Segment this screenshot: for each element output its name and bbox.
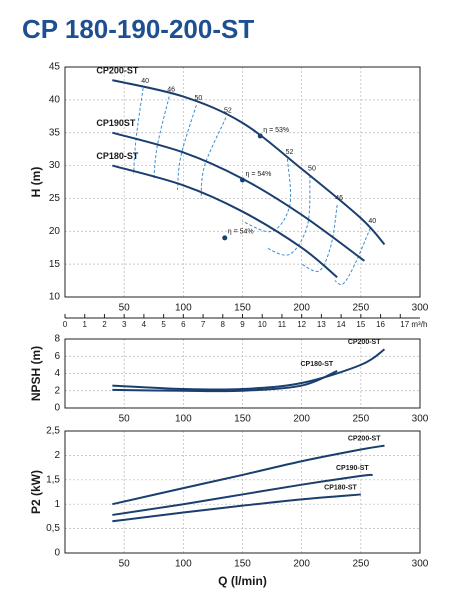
x-tick-label: 300: [412, 559, 429, 570]
x-tick-label: 200: [293, 414, 310, 425]
x2-tick-label: 8: [221, 320, 226, 329]
y-axis-label: P2 (kW): [29, 470, 43, 514]
series-label: CP200-ST: [348, 339, 381, 346]
x2-tick-label: 5: [161, 320, 166, 329]
x2-tick-label: 4: [142, 320, 147, 329]
y-tick-label: 2: [54, 450, 60, 461]
y-axis-label: H (m): [29, 167, 43, 198]
contour-label: 46: [167, 86, 175, 93]
y-tick-label: 0: [54, 548, 60, 559]
plot-frame: [64, 430, 421, 554]
efficiency-point: [222, 235, 228, 241]
contour-label: 52: [224, 107, 232, 114]
y-tick-label: 40: [49, 94, 61, 105]
series-label: CP180-ST: [300, 361, 333, 368]
curve: [112, 164, 338, 279]
y-tick-label: 0,5: [46, 523, 60, 534]
x-tick-label: 250: [352, 414, 369, 425]
series-label: CP180-ST: [324, 484, 357, 491]
y-tick-label: 8: [54, 334, 60, 345]
y-tick-label: 1,5: [46, 474, 60, 485]
contour-label: 50: [194, 95, 202, 102]
contour-label: 40: [141, 78, 149, 85]
x2-tick-label: 6: [181, 320, 186, 329]
y-tick-label: 35: [49, 127, 61, 138]
curve: [112, 348, 386, 391]
x2-tick-label: 16: [376, 320, 385, 329]
y-tick-label: 45: [49, 62, 61, 73]
x-tick-label: 100: [175, 559, 192, 570]
series-label: CP180-ST: [96, 151, 139, 161]
y-tick-label: 1: [54, 499, 60, 510]
curve: [112, 493, 361, 523]
x-tick-label: 300: [412, 303, 429, 314]
curve: [112, 369, 338, 393]
plot-frame: [64, 338, 421, 409]
curve: [112, 473, 373, 516]
y-tick-label: 6: [54, 351, 60, 362]
series-label: CP190-ST: [336, 465, 369, 472]
x2-tick-label: 2: [102, 320, 107, 329]
contour-label: 50: [308, 165, 316, 172]
series-label: CP190ST: [96, 118, 136, 128]
y-tick-label: 30: [49, 160, 61, 171]
x-tick-label: 50: [119, 414, 131, 425]
y-tick-label: 2,5: [46, 426, 60, 437]
series-label: CP200-ST: [348, 435, 381, 442]
x-tick-label: 200: [293, 559, 310, 570]
x2-tick-label: 3: [122, 320, 127, 329]
efficiency-label: η = 53%: [263, 127, 289, 134]
x2-tick-label: 14: [337, 320, 346, 329]
efficiency-label: η = 54%: [246, 171, 272, 178]
y-tick-label: 20: [49, 226, 61, 237]
x2-tick-label: 10: [258, 320, 267, 329]
x-tick-label: 100: [175, 414, 192, 425]
x2-tick-label: 15: [356, 320, 365, 329]
curve: [112, 444, 385, 506]
x-tick-label: 50: [119, 303, 131, 314]
y-tick-label: 2: [54, 385, 60, 396]
x-tick-label: 200: [293, 303, 310, 314]
efficiency-point: [240, 177, 245, 183]
contour-label: 52: [286, 149, 294, 156]
x2-tick-label: 7: [201, 320, 206, 329]
efficiency-contour: [242, 158, 292, 233]
efficiency-label: η = 54%: [228, 229, 254, 236]
y-tick-label: 15: [49, 259, 61, 270]
x2-tick-label: 12: [297, 320, 306, 329]
y-axis-label: NPSH (m): [29, 346, 43, 401]
x2-tick-label: 13: [317, 320, 326, 329]
x2-tick-label: 17 m³/h: [400, 320, 427, 329]
x2-tick-label: 9: [240, 320, 245, 329]
x-axis-label: Q (l/min): [218, 574, 267, 588]
y-tick-label: 25: [49, 193, 61, 204]
y-tick-label: 4: [54, 368, 60, 379]
efficiency-contour: [334, 227, 371, 286]
x-tick-label: 100: [175, 303, 192, 314]
x-tick-label: 250: [352, 559, 369, 570]
y-tick-label: 0: [54, 403, 60, 414]
x-tick-label: 150: [234, 303, 251, 314]
contour-label: 40: [368, 218, 376, 225]
plot-frame: [64, 66, 421, 298]
series-label: CP200-ST: [96, 66, 139, 76]
efficiency-contour: [301, 204, 338, 272]
x-tick-label: 50: [119, 559, 131, 570]
x-tick-label: 150: [234, 414, 251, 425]
x-tick-label: 250: [352, 303, 369, 314]
x2-tick-label: 0: [63, 320, 68, 329]
y-tick-label: 10: [49, 292, 61, 303]
curve: [112, 79, 386, 246]
efficiency-contour: [153, 96, 170, 181]
efficiency-point: [257, 133, 263, 139]
x-tick-label: 300: [412, 414, 429, 425]
efficiency-contour: [200, 117, 227, 199]
page-title: CP 180-190-200-ST: [22, 14, 254, 44]
x2-tick-label: 1: [82, 320, 87, 329]
efficiency-contour: [265, 175, 311, 256]
x2-tick-label: 11: [278, 320, 287, 329]
x-tick-label: 150: [234, 559, 251, 570]
